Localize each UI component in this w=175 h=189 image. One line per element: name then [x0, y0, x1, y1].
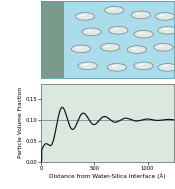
- Ellipse shape: [80, 14, 85, 16]
- Ellipse shape: [113, 28, 118, 30]
- Ellipse shape: [131, 11, 151, 19]
- Ellipse shape: [76, 47, 81, 49]
- Ellipse shape: [71, 45, 91, 53]
- Ellipse shape: [75, 13, 95, 20]
- Bar: [41, 1, 64, 78]
- Ellipse shape: [159, 14, 165, 16]
- Ellipse shape: [158, 45, 163, 47]
- Ellipse shape: [71, 45, 91, 53]
- Ellipse shape: [134, 62, 154, 70]
- Ellipse shape: [158, 63, 175, 71]
- Ellipse shape: [158, 64, 175, 71]
- Ellipse shape: [75, 12, 95, 20]
- Ellipse shape: [138, 64, 143, 66]
- Ellipse shape: [131, 11, 150, 19]
- Ellipse shape: [158, 26, 175, 34]
- Ellipse shape: [105, 6, 124, 14]
- Ellipse shape: [162, 65, 167, 67]
- Ellipse shape: [82, 64, 88, 66]
- Ellipse shape: [132, 48, 137, 49]
- Ellipse shape: [112, 65, 117, 67]
- Ellipse shape: [127, 46, 146, 53]
- Ellipse shape: [136, 13, 141, 15]
- Ellipse shape: [134, 62, 153, 70]
- Ellipse shape: [78, 62, 98, 70]
- Ellipse shape: [109, 26, 128, 34]
- Ellipse shape: [104, 6, 124, 14]
- Ellipse shape: [82, 28, 101, 36]
- Ellipse shape: [82, 28, 102, 36]
- Ellipse shape: [86, 30, 92, 32]
- Ellipse shape: [162, 28, 167, 30]
- Ellipse shape: [134, 30, 153, 38]
- Ellipse shape: [155, 13, 174, 20]
- Ellipse shape: [109, 8, 114, 10]
- Ellipse shape: [154, 43, 173, 51]
- Ellipse shape: [138, 32, 143, 34]
- Ellipse shape: [105, 45, 110, 47]
- Y-axis label: Particle Volume Fraction: Particle Volume Fraction: [18, 88, 23, 159]
- Ellipse shape: [158, 26, 175, 34]
- Ellipse shape: [127, 46, 147, 53]
- Ellipse shape: [155, 12, 175, 20]
- Ellipse shape: [153, 43, 174, 51]
- Ellipse shape: [108, 26, 128, 34]
- Ellipse shape: [78, 62, 97, 70]
- Ellipse shape: [101, 43, 120, 51]
- Ellipse shape: [107, 64, 127, 71]
- Ellipse shape: [100, 43, 120, 51]
- Ellipse shape: [107, 63, 127, 71]
- Ellipse shape: [134, 30, 154, 38]
- X-axis label: Distance from Water-Silica Interface (Å): Distance from Water-Silica Interface (Å): [49, 173, 166, 178]
